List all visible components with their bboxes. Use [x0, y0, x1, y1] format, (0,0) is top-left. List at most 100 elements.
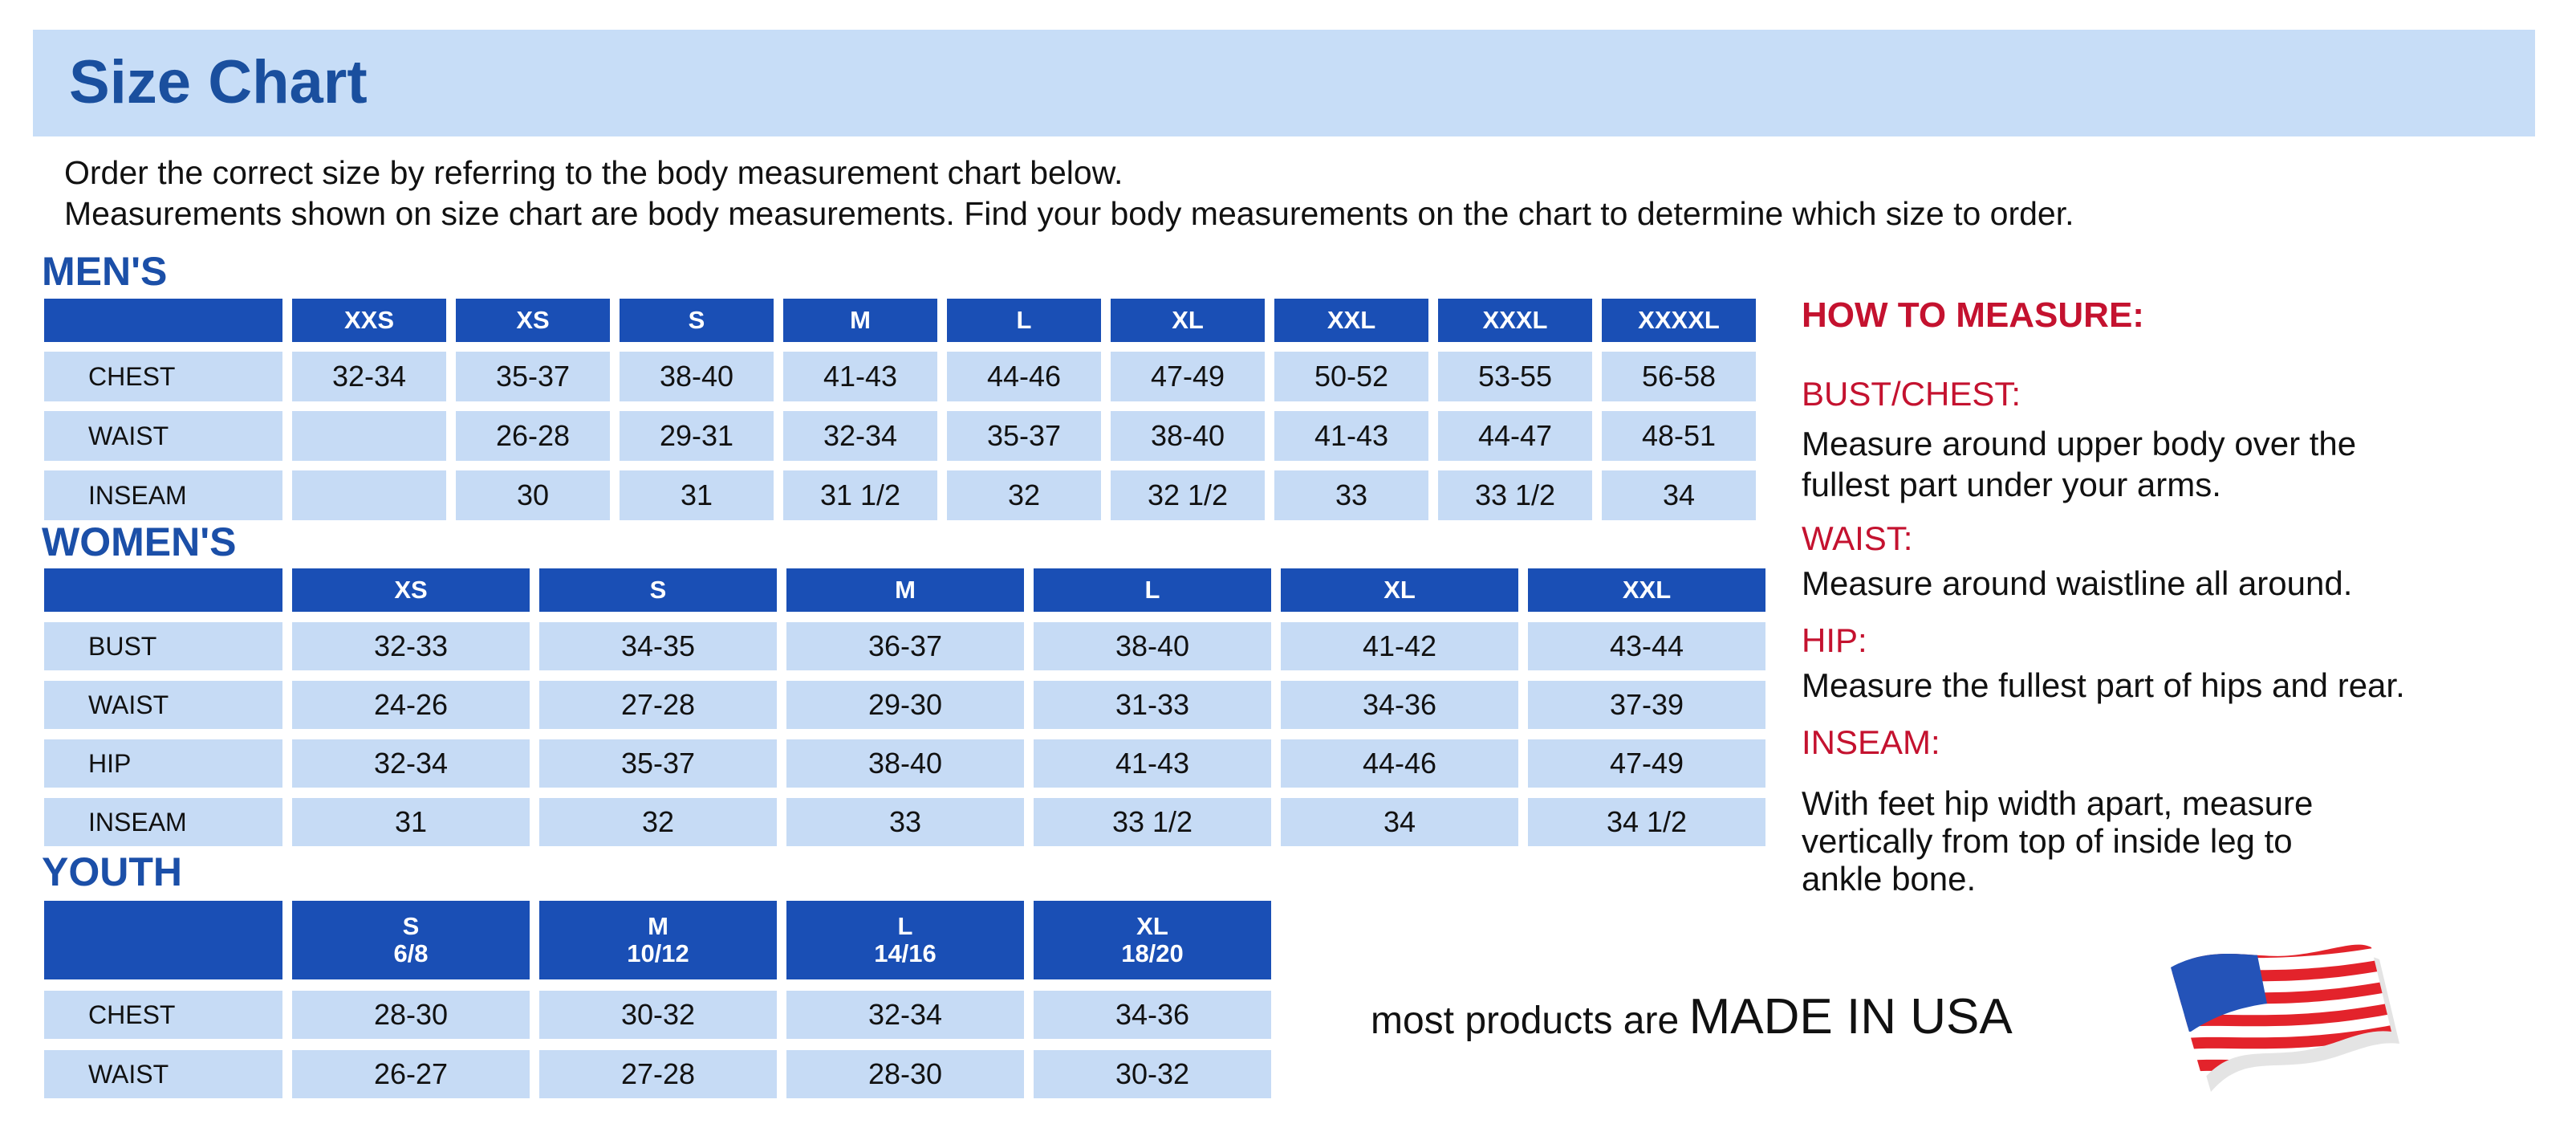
size-value-cell: 31-33: [1034, 681, 1271, 729]
size-value-cell: 41-43: [783, 352, 937, 401]
size-value-cell: 31: [620, 470, 774, 520]
size-header-s: S: [539, 568, 777, 612]
inseam-text-1: With feet hip width apart, measure: [1802, 784, 2314, 822]
size-header-xxl: XXL: [1274, 299, 1428, 342]
size-value-cell: 34 1/2: [1528, 798, 1765, 846]
made-in-usa-note: most products are MADE IN USA: [1371, 989, 2013, 1058]
size-header-xs: XS: [456, 299, 610, 342]
size-value-cell: 32-34: [292, 739, 530, 788]
waist-text: Measure around waistline all around.: [1802, 564, 2353, 602]
header-corner-cell: [44, 299, 282, 342]
size-value-cell: 48-51: [1602, 411, 1756, 461]
title-banner: [33, 30, 2535, 136]
size-value-cell: 24-26: [292, 681, 530, 729]
size-header-xxs: XXS: [292, 299, 446, 342]
size-header-m: M: [783, 299, 937, 342]
size-value-cell: 38-40: [1034, 622, 1271, 670]
how-to-measure-title: HOW TO MEASURE:: [1802, 295, 2144, 335]
us-flag-icon: [2171, 944, 2399, 1092]
size-value-cell: 32: [947, 470, 1101, 520]
size-value-cell: 38-40: [1111, 411, 1265, 461]
womens-label: WOMEN'S: [42, 519, 237, 564]
size-value-cell: 47-49: [1528, 739, 1765, 788]
size-value-cell: 50-52: [1274, 352, 1428, 401]
size-value-cell: [292, 470, 446, 520]
size-value-cell: 34: [1602, 470, 1756, 520]
bust-title: BUST/CHEST:: [1802, 375, 2021, 413]
size-value-cell: 34-36: [1281, 681, 1518, 729]
row-label-waist: WAIST: [44, 681, 282, 729]
hip-title: HIP:: [1802, 621, 1867, 659]
size-value-cell: 41-42: [1281, 622, 1518, 670]
size-value-cell: 30-32: [1034, 1050, 1271, 1098]
page-title: Size Chart: [69, 48, 368, 116]
size-value-cell: 44-46: [1281, 739, 1518, 788]
made-in-prefix: most products are: [1371, 1000, 1680, 1042]
size-value-cell: 35-37: [456, 352, 610, 401]
made-in-usa: MADE IN USA: [1688, 989, 2013, 1044]
inseam-title: INSEAM:: [1802, 723, 1940, 761]
size-value-cell: 34-36: [1034, 991, 1271, 1039]
size-header-m: M: [786, 568, 1024, 612]
size-value-cell: 34: [1281, 798, 1518, 846]
size-value-cell: 33: [1274, 470, 1428, 520]
size-header-xs: XS: [292, 568, 530, 612]
size-header-m: M 10/12: [539, 901, 777, 979]
bust-text-2: fullest part under your arms.: [1802, 466, 2221, 503]
waist-title: WAIST:: [1802, 519, 1913, 557]
size-value-cell: 31: [292, 798, 530, 846]
row-label-bust: BUST: [44, 622, 282, 670]
size-value-cell: 27-28: [539, 1050, 777, 1098]
size-header-l: L 14/16: [786, 901, 1024, 979]
header-corner-cell: [44, 901, 282, 979]
size-header-s: S 6/8: [292, 901, 530, 979]
size-value-cell: 36-37: [786, 622, 1024, 670]
size-value-cell: 32-33: [292, 622, 530, 670]
row-label-waist: WAIST: [44, 411, 282, 461]
row-label-chest: CHEST: [44, 991, 282, 1039]
inseam-text-3: ankle bone.: [1802, 860, 1977, 898]
size-value-cell: 27-28: [539, 681, 777, 729]
size-header-xxxxl: XXXXL: [1602, 299, 1756, 342]
row-label-inseam: INSEAM: [44, 470, 282, 520]
size-value-cell: 38-40: [786, 739, 1024, 788]
size-value-cell: 33: [786, 798, 1024, 846]
size-value-cell: 33 1/2: [1034, 798, 1271, 846]
size-value-cell: 32-34: [783, 411, 937, 461]
size-value-cell: 47-49: [1111, 352, 1265, 401]
intro-line-1: Order the correct size by referring to t…: [64, 154, 1123, 191]
size-value-cell: 35-37: [539, 739, 777, 788]
row-label-waist: WAIST: [44, 1050, 282, 1098]
size-header-xxxl: XXXL: [1438, 299, 1592, 342]
size-value-cell: 31 1/2: [783, 470, 937, 520]
size-value-cell: 37-39: [1528, 681, 1765, 729]
size-value-cell: 38-40: [620, 352, 774, 401]
mens-label: MEN'S: [42, 249, 168, 294]
size-header-xxl: XXL: [1528, 568, 1765, 612]
row-label-hip: HIP: [44, 739, 282, 788]
size-value-cell: 53-55: [1438, 352, 1592, 401]
size-value-cell: 30: [456, 470, 610, 520]
size-header-l: L: [947, 299, 1101, 342]
size-value-cell: 28-30: [786, 1050, 1024, 1098]
row-label-inseam: INSEAM: [44, 798, 282, 846]
hip-text: Measure the fullest part of hips and rea…: [1802, 666, 2405, 704]
size-value-cell: 32-34: [292, 352, 446, 401]
size-value-cell: 44-47: [1438, 411, 1592, 461]
size-value-cell: 30-32: [539, 991, 777, 1039]
size-value-cell: 41-43: [1274, 411, 1428, 461]
size-value-cell: 32: [539, 798, 777, 846]
size-header-xl: XL: [1281, 568, 1518, 612]
youth-label: YOUTH: [42, 849, 182, 894]
size-header-xl: XL 18/20: [1034, 901, 1271, 979]
size-value-cell: 43-44: [1528, 622, 1765, 670]
size-value-cell: 32-34: [786, 991, 1024, 1039]
row-label-chest: CHEST: [44, 352, 282, 401]
size-value-cell: [292, 411, 446, 461]
intro-line-2: Measurements shown on size chart are bod…: [64, 195, 2074, 232]
size-value-cell: 41-43: [1034, 739, 1271, 788]
size-header-xl: XL: [1111, 299, 1265, 342]
bust-text-1: Measure around upper body over the: [1802, 425, 2357, 462]
size-value-cell: 29-31: [620, 411, 774, 461]
size-value-cell: 44-46: [947, 352, 1101, 401]
